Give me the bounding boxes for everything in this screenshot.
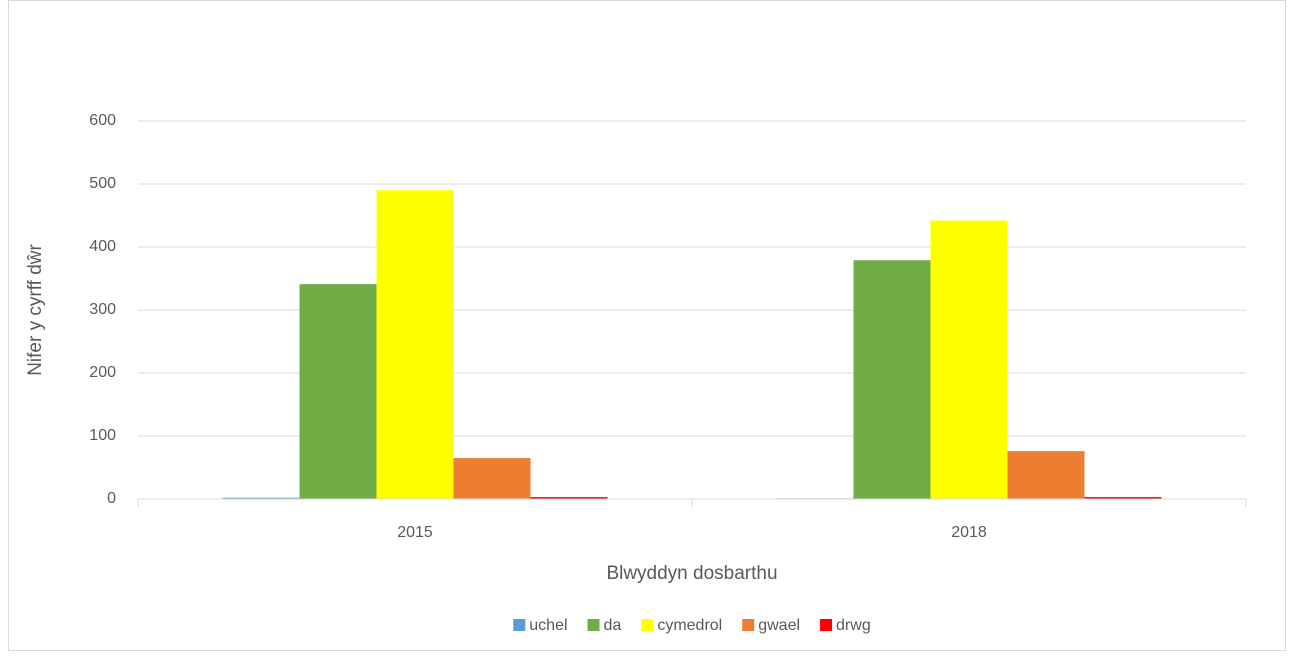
legend-swatch <box>742 619 755 631</box>
bar <box>930 220 1008 500</box>
y-tick-label: 0 <box>107 490 116 507</box>
bar <box>1007 451 1085 499</box>
legend-label: drwg <box>836 617 871 634</box>
legend-label: cymedrol <box>657 617 722 634</box>
y-tick-label: 200 <box>89 364 116 381</box>
x-tick-label: 2015 <box>397 524 433 541</box>
bar <box>1084 497 1162 499</box>
y-tick-label: 100 <box>89 427 116 444</box>
y-tick-label: 500 <box>89 175 116 192</box>
x-tick-label: 2018 <box>951 524 987 541</box>
legend-label: da <box>604 617 622 634</box>
legend-swatch <box>641 619 654 631</box>
legend-swatch <box>587 619 600 631</box>
legend-label: gwael <box>758 617 800 634</box>
y-axis-title: Nifer y cyrff dŵr <box>25 244 46 376</box>
legend-swatch <box>513 619 526 631</box>
legend-swatch <box>820 619 833 631</box>
bar <box>530 497 608 499</box>
y-tick-label: 300 <box>89 301 116 318</box>
bar <box>376 190 454 500</box>
chart-frame <box>8 0 1286 651</box>
y-tick-label: 600 <box>89 112 116 129</box>
bar <box>299 284 377 499</box>
legend-label: uchel <box>529 617 567 634</box>
bar <box>222 497 300 499</box>
x-axis-title: Blwyddyn dosbarthu <box>606 563 777 584</box>
bar <box>853 260 931 499</box>
y-tick-label: 400 <box>89 238 116 255</box>
bar <box>453 458 531 499</box>
